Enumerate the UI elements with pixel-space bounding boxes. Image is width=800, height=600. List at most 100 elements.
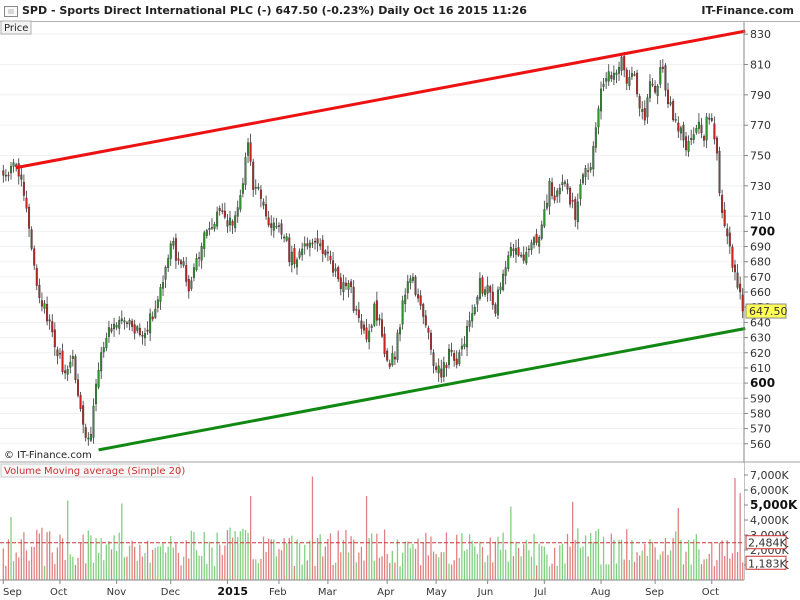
candle-body [357, 309, 360, 318]
candle-body [247, 142, 250, 156]
candle-body [563, 181, 566, 184]
candle-body [12, 162, 15, 167]
candle-body [115, 325, 118, 328]
candle-body [133, 324, 136, 334]
candle-body [584, 167, 587, 177]
candle-body [633, 74, 636, 76]
candle-body [715, 137, 718, 154]
time-tick-label: Mar [318, 587, 338, 598]
last-volume-value: 1,183K [748, 557, 787, 570]
candle-body [329, 255, 332, 261]
candle-body [700, 124, 703, 134]
candle-body [277, 225, 280, 227]
chart-title: SPD - Sports Direct International PLC (-… [22, 4, 527, 17]
time-tick-label: Oct [702, 587, 719, 598]
candle-body [311, 242, 314, 245]
candle-body [342, 282, 345, 292]
candle-body [654, 85, 657, 93]
candle-body [687, 141, 690, 152]
price-tick-label: 680 [750, 256, 771, 269]
price-tick-label: 730 [750, 180, 771, 193]
candle-body [713, 123, 716, 140]
candle-body [612, 72, 615, 80]
candle-body [314, 240, 317, 243]
candle-body [741, 294, 744, 312]
time-tick-label: 2015 [217, 585, 248, 598]
time-tick-label: Jun [477, 587, 494, 598]
candle-body [146, 329, 149, 332]
candle-body [249, 142, 252, 162]
candle-body [481, 277, 484, 294]
candle-body [56, 349, 59, 357]
price-tick-label: 700 [750, 224, 775, 238]
candle-body [33, 248, 36, 266]
price-tick-label: 790 [750, 89, 771, 102]
candle-body [437, 365, 440, 374]
candle-body [20, 174, 23, 180]
candle-body [226, 220, 229, 227]
candle-body [316, 238, 319, 244]
copyright-label: © IT-Finance.com [4, 450, 92, 461]
candle-body [46, 304, 49, 322]
candle-body [89, 433, 92, 441]
candle-body [257, 186, 260, 189]
support-trendline [98, 327, 746, 452]
candle-body [64, 370, 67, 374]
candle-body [718, 150, 721, 194]
candle-body [40, 300, 43, 307]
candle-body [308, 242, 311, 248]
volume-label: Volume [4, 466, 41, 477]
candle-body [411, 276, 414, 281]
candle-body [473, 306, 476, 315]
candle-body [499, 286, 502, 291]
volume-bars [2, 476, 744, 580]
last-price-tag: 647.50 [745, 303, 788, 319]
candle-body [324, 250, 327, 256]
candle-body [350, 281, 353, 287]
candle-body [509, 247, 512, 256]
candle-body [533, 237, 536, 245]
time-tick-label: Apr [377, 587, 395, 598]
candle-body [92, 405, 95, 438]
candle-body [551, 182, 554, 197]
trendlines [15, 29, 746, 452]
candle-body [664, 65, 667, 91]
time-tick-label: Sep [645, 587, 664, 598]
candle-body [25, 197, 28, 209]
candle-body [107, 327, 110, 337]
price-panel[interactable] [0, 22, 744, 462]
price-tick-label: 580 [750, 407, 771, 420]
candle-body [125, 322, 128, 324]
candle-body [556, 190, 559, 197]
candle-body [512, 248, 515, 252]
candle-body [97, 370, 100, 388]
candle-body [131, 320, 134, 327]
time-tick-label: Aug [591, 587, 611, 598]
time-tick-label: Oct [50, 587, 67, 598]
candle-body [484, 289, 487, 295]
candle-body [187, 279, 190, 292]
resistance-trendline [15, 29, 746, 170]
candle-body [517, 247, 520, 256]
candle-body [427, 327, 430, 333]
candle-body [733, 264, 736, 273]
window-icon[interactable] [4, 6, 18, 17]
ma-value: 2,484K [748, 537, 787, 550]
candle-body [69, 361, 72, 368]
price-tick-label: 600 [750, 376, 775, 390]
candle-body [208, 228, 211, 230]
price-gridlines [0, 33, 744, 445]
candle-body [28, 206, 31, 229]
candle-body [270, 223, 273, 228]
candle-body [272, 222, 275, 231]
price-tick-label: 830 [750, 28, 771, 41]
candle-body [396, 332, 399, 360]
candle-body [600, 88, 603, 112]
candle-body [210, 227, 213, 229]
candle-body [605, 78, 608, 82]
price-tick-label: 620 [750, 347, 771, 360]
candle-body [393, 356, 396, 360]
candle-body [167, 258, 170, 268]
candle-body [553, 195, 556, 201]
